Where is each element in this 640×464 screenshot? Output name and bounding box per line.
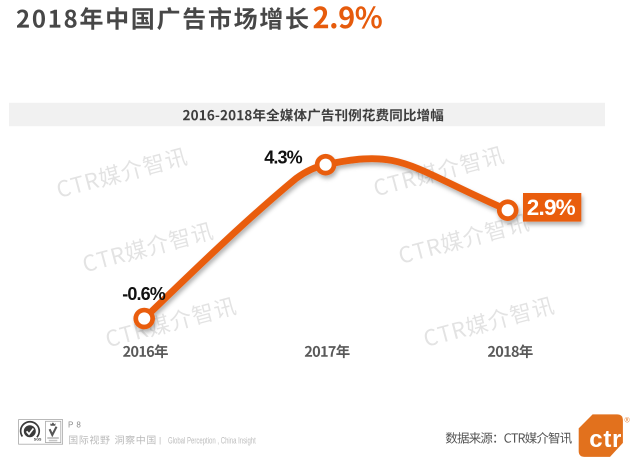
svg-text:®: ® [625, 417, 631, 425]
svg-text:|: | [159, 435, 161, 445]
svg-text:2.9%: 2.9% [527, 195, 576, 220]
svg-text:Global Perception , China Insi: Global Perception , China Insight [168, 435, 256, 445]
svg-text:SGS: SGS [34, 438, 42, 442]
svg-text:P 8: P 8 [68, 420, 81, 429]
svg-text:-0.6%: -0.6% [122, 284, 165, 304]
svg-text:4.3%: 4.3% [264, 148, 302, 168]
svg-text:ctr: ctr [589, 426, 622, 453]
